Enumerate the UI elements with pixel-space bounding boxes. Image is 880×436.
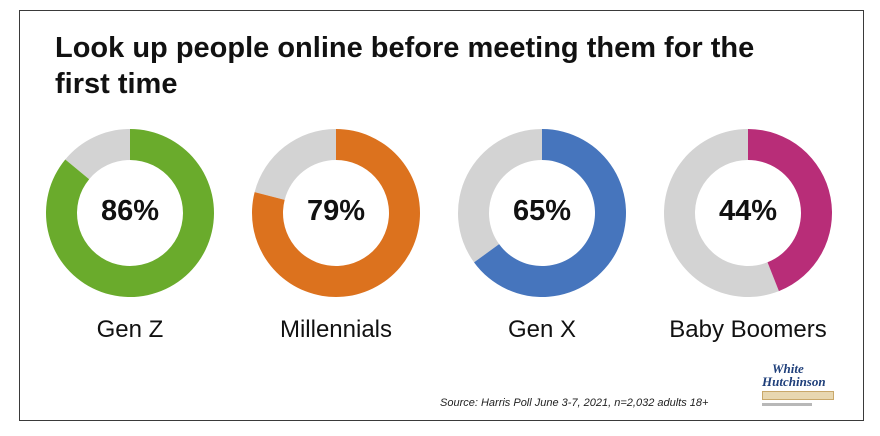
chart-title: Look up people online before meeting the… (55, 32, 755, 100)
gen-z-percent-label: 86% (100, 195, 160, 227)
millennials-percent-label: 79% (306, 195, 366, 227)
gen-x-remainder-arc (458, 129, 542, 263)
logo-rule (762, 403, 812, 406)
baby-boomers-category-label: Baby Boomers (669, 316, 827, 343)
gen-z-value-arc (45, 129, 214, 297)
gen-z-remainder-arc (65, 129, 130, 180)
gen-z-category-label: Gen Z (96, 316, 164, 343)
gen-x-category-label: Gen X (507, 316, 577, 343)
logo-line-2: Hutchinson (762, 374, 826, 389)
millennials-category-label: Millennials (279, 316, 393, 343)
white-hutchinson-logo: White Hutchinson (762, 362, 834, 410)
source-note: Source: Harris Poll June 3-7, 2021, n=2,… (440, 397, 709, 409)
gen-x-percent-label: 65% (512, 195, 572, 227)
millennials-remainder-arc (254, 129, 336, 200)
baby-boomers-remainder-arc (664, 129, 779, 298)
logo-line-1: White (772, 361, 804, 376)
millennials-value-arc (252, 129, 421, 297)
logo-banner (762, 391, 834, 400)
baby-boomers-value-arc (748, 129, 833, 292)
chart-frame (19, 10, 864, 421)
baby-boomers-percent-label: 44% (718, 195, 778, 227)
gen-x-value-arc (474, 129, 626, 297)
